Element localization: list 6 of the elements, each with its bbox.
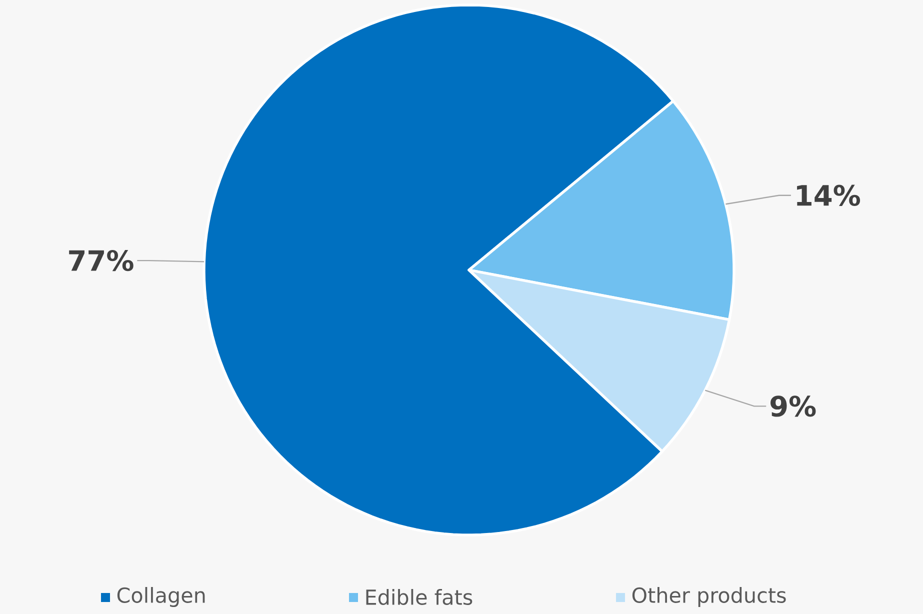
data-label: 77% (69, 250, 134, 272)
legend-label: Edible fats (366, 589, 472, 605)
data-label: 14% (797, 184, 860, 206)
legend-label: Other products (632, 586, 786, 608)
data-label: 9% (770, 396, 816, 417)
legend-label: Collagen (117, 586, 205, 608)
